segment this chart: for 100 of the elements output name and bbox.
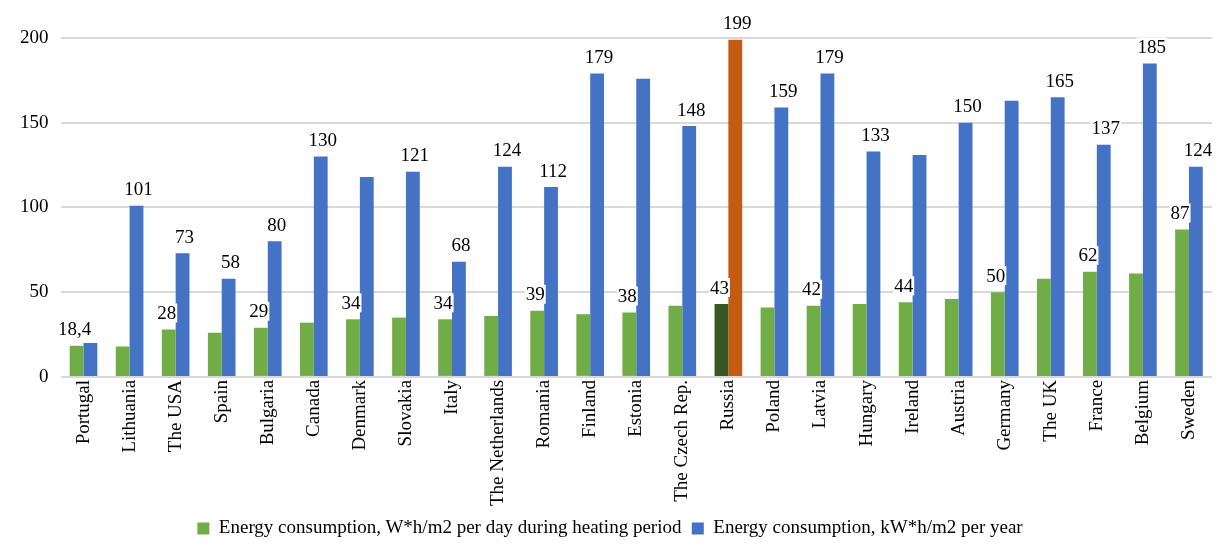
x-tick-label: The USA [163, 379, 185, 453]
bar [161, 329, 176, 376]
x-tick-label: Canada [301, 379, 323, 437]
bar [958, 122, 973, 376]
bar [253, 327, 268, 376]
bar [714, 304, 729, 376]
data-label: 44 [894, 274, 914, 296]
data-label: 68 [451, 234, 471, 256]
y-tick-label: 150 [20, 110, 49, 132]
data-label: 38 [617, 285, 637, 306]
bar [544, 187, 558, 376]
bar [392, 317, 406, 376]
bar [728, 39, 743, 376]
bar [668, 305, 683, 376]
bar [774, 107, 789, 376]
bar [267, 241, 282, 376]
bar [313, 156, 328, 376]
data-label: 185 [1137, 35, 1167, 57]
data-label: 29 [249, 300, 269, 322]
data-label: 199 [723, 12, 752, 34]
data-label: 34 [341, 291, 361, 313]
x-tick-label: Germany [992, 379, 1014, 451]
data-label: 165 [1045, 69, 1074, 91]
data-label: 39 [525, 283, 545, 305]
data-label: 87 [1170, 201, 1190, 223]
data-label: 50 [986, 264, 1006, 286]
bar [175, 253, 190, 376]
data-label: 121 [400, 144, 430, 166]
x-tick-label: Italy [439, 379, 461, 415]
x-tick-label: Spain [209, 379, 231, 424]
bar [1036, 278, 1051, 376]
data-label: 18,4 [58, 318, 92, 340]
data-label: 58 [221, 251, 241, 273]
bar [359, 176, 374, 376]
data-label: 80 [267, 213, 287, 235]
data-label: 159 [769, 79, 798, 101]
bar [1096, 144, 1111, 376]
data-label: 28 [157, 301, 177, 323]
bar [221, 278, 236, 376]
bar [806, 305, 821, 376]
bar [405, 171, 420, 376]
data-label: 42 [802, 278, 822, 300]
x-tick-label: Denmark [347, 379, 369, 451]
bar [498, 166, 512, 376]
data-label: 101 [124, 178, 153, 200]
bar [1142, 63, 1157, 376]
data-label: 124 [1183, 139, 1213, 161]
bar [115, 346, 130, 376]
x-tick-label: Lithuania [117, 379, 139, 453]
x-tick-label: Estonia [624, 379, 646, 437]
bar [69, 345, 84, 376]
bar [622, 312, 637, 376]
data-label: 133 [861, 124, 890, 146]
x-tick-label: Ireland [900, 379, 922, 434]
x-tick-label: Romania [532, 379, 554, 449]
bar [129, 205, 144, 376]
bar [912, 154, 927, 376]
bar [944, 298, 959, 376]
data-label: 112 [539, 159, 567, 181]
x-tick-label: Bulgaria [255, 379, 277, 446]
x-tick-label: Poland [762, 379, 784, 433]
bar [576, 314, 591, 376]
bar [590, 73, 605, 376]
bar [300, 322, 314, 376]
bar [438, 319, 453, 376]
bar [820, 73, 835, 376]
bar [346, 319, 360, 376]
bar [852, 304, 867, 376]
bar [452, 261, 466, 376]
x-tick-label: The Netherlands [486, 379, 508, 507]
data-label: 124 [492, 139, 522, 161]
bar [636, 78, 651, 376]
x-tick-label: Russia [716, 379, 738, 431]
x-tick-label: Finland [578, 379, 600, 438]
x-tick-label: Sweden [1176, 379, 1198, 441]
bar [1129, 273, 1143, 376]
x-tick-label: Latvia [808, 379, 830, 429]
bar [1004, 100, 1019, 376]
x-tick-label: The UK [1038, 379, 1060, 442]
data-label: 73 [175, 225, 195, 247]
data-label: 148 [676, 98, 706, 120]
x-tick-label: Austria [946, 379, 968, 436]
y-tick-label: 50 [29, 280, 49, 302]
bar [1083, 271, 1097, 376]
bar [1175, 229, 1189, 376]
bar [207, 332, 222, 376]
bar [866, 151, 881, 376]
data-label: 137 [1091, 117, 1121, 139]
x-tick-label: The Czech Rep. [670, 379, 692, 502]
legend-label: Energy consumption, kW*h/m2 per year [713, 516, 1024, 538]
bar [898, 302, 913, 376]
bar [1050, 97, 1065, 376]
x-tick-label: Portugal [71, 379, 93, 445]
x-tick-label: Hungary [854, 379, 876, 447]
bar [990, 292, 1005, 376]
x-tick-label: Belgium [1130, 379, 1152, 446]
y-tick-label: 100 [20, 195, 49, 217]
bar [83, 343, 98, 376]
legend-label: Energy consumption, W*h/m2 per day during heating period [218, 516, 682, 538]
data-label: 179 [815, 46, 844, 68]
